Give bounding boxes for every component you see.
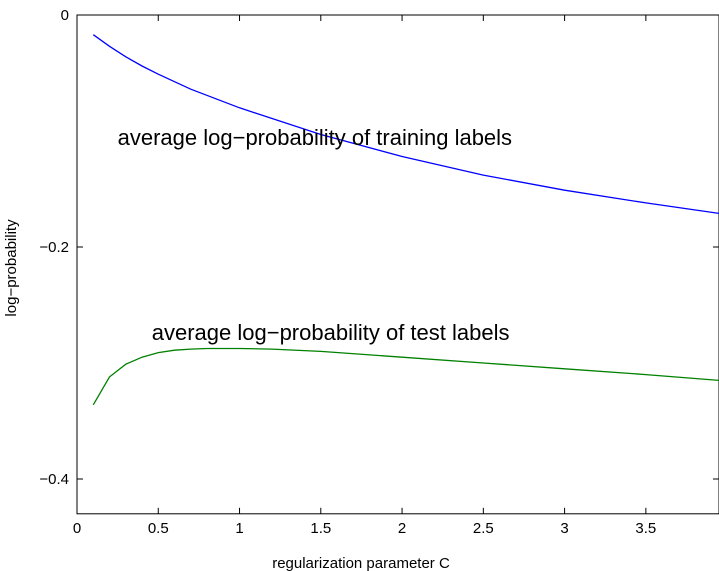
x-tick-label: 1 bbox=[235, 520, 243, 537]
series-line-1 bbox=[92, 347, 719, 406]
annotations: average log−probability of training labe… bbox=[118, 125, 512, 345]
series-annotation: average log−probability of training labe… bbox=[118, 125, 512, 150]
x-tick-label: 0 bbox=[73, 520, 81, 537]
x-tick-label: 3 bbox=[560, 520, 568, 537]
y-tick-label: −0.4 bbox=[39, 471, 69, 488]
x-tick-label: 0.5 bbox=[148, 520, 169, 537]
axes: 0 0.5 1 1.5 2 2.5 3 3.5 0 −0.2 −0.4 bbox=[39, 7, 719, 537]
y-tick-label: 0 bbox=[61, 7, 69, 24]
plot-frame bbox=[76, 14, 719, 515]
x-axis-label: regularization parameter C bbox=[272, 555, 450, 571]
series-layer bbox=[92, 34, 719, 406]
x-tick-label: 2 bbox=[398, 520, 406, 537]
series-line-0 bbox=[92, 34, 719, 215]
x-tick-label: 1.5 bbox=[310, 520, 331, 537]
x-tick-label: 3.5 bbox=[635, 520, 656, 537]
series-annotation: average log−probability of test labels bbox=[152, 320, 510, 345]
x-tick-label: 2.5 bbox=[473, 520, 494, 537]
y-axis-label: log−probability bbox=[3, 219, 20, 317]
y-tick-label: −0.2 bbox=[39, 239, 69, 256]
